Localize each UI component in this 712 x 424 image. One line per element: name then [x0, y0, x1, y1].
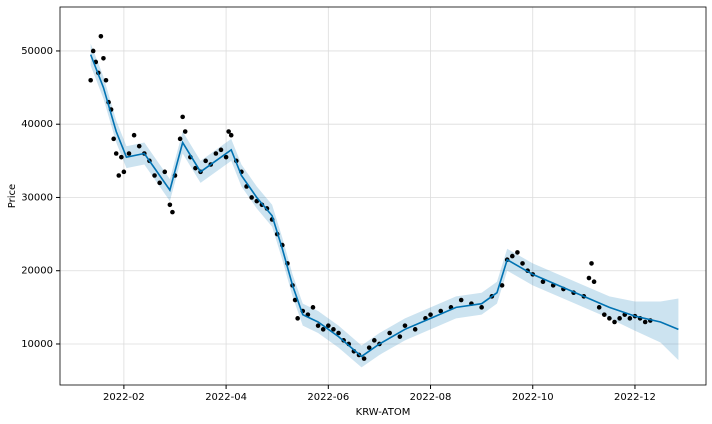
forecast-line [89, 54, 679, 358]
observed-point [612, 319, 617, 325]
y-tick-label: 50000 [21, 46, 53, 57]
x-tick-label: 2022-10 [512, 392, 554, 403]
observed-point [326, 323, 331, 328]
x-tick-label: 2022-12 [614, 392, 656, 403]
observed-point [113, 151, 119, 156]
observed-point [438, 308, 444, 314]
uncertainty-band [90, 43, 679, 368]
observed-point [315, 323, 321, 328]
observed-point [98, 34, 104, 39]
y-tick-label: 20000 [21, 266, 53, 277]
observed-point [372, 338, 377, 343]
observed-point [366, 345, 372, 350]
plot-frame [59, 6, 707, 386]
y-tick-label: 40000 [21, 119, 53, 130]
observed-point [126, 151, 132, 156]
observed-point [589, 261, 594, 266]
x-tick-label: 2022-08 [410, 392, 452, 403]
observed-point [361, 356, 367, 361]
observed-point [223, 154, 229, 160]
observed-point [131, 132, 137, 138]
observed-point [540, 279, 546, 285]
observed-point [387, 330, 392, 336]
x-tick-label: 2022-06 [307, 392, 349, 403]
observed-point [103, 77, 109, 83]
observed-point [249, 195, 254, 200]
observed-point [336, 330, 341, 336]
x-tick-label: 2022-04 [205, 392, 247, 403]
observed-point [170, 209, 175, 215]
observed-point [320, 327, 326, 332]
observed-point [101, 55, 106, 61]
x-axis-label: KRW-ATOM [356, 407, 411, 418]
observed-point [119, 154, 124, 160]
observed-point [331, 327, 336, 332]
observed-point [412, 327, 418, 332]
observed-point [479, 305, 484, 310]
observed-point [458, 297, 464, 303]
observed-point [213, 151, 219, 156]
observed-point [228, 132, 234, 138]
observed-point [510, 253, 515, 259]
observed-point [121, 169, 127, 175]
observed-point [162, 169, 168, 175]
observed-point [88, 77, 93, 83]
observed-point [182, 129, 188, 134]
observed-point [116, 173, 122, 178]
observed-point [520, 261, 525, 266]
observed-point [607, 316, 612, 321]
observed-point [226, 129, 231, 134]
observed-point [193, 165, 198, 171]
x-tick-label: 2022-02 [103, 392, 145, 403]
observed-point [218, 147, 224, 153]
observed-point [177, 136, 183, 142]
observed-point [515, 250, 520, 255]
y-axis-label: Price [7, 184, 18, 208]
observed-point [397, 334, 403, 339]
observed-point [596, 305, 602, 310]
observed-point [111, 136, 116, 142]
y-tick-label: 30000 [21, 192, 53, 203]
observed-point [203, 158, 208, 164]
observed-point [499, 283, 505, 288]
observed-point [157, 180, 162, 186]
observed-point [136, 143, 142, 149]
observed-point [402, 323, 408, 328]
observed-point [180, 114, 185, 120]
observed-point [90, 48, 96, 54]
observed-point [292, 297, 298, 303]
observed-point [591, 279, 597, 285]
observed-point [167, 202, 173, 208]
observed-point [152, 173, 157, 178]
y-tick-label: 10000 [21, 339, 53, 350]
observed-point [310, 305, 316, 310]
observed-point [428, 312, 433, 317]
observed-point [295, 316, 300, 321]
observed-point [586, 275, 592, 281]
observed-point [617, 316, 622, 321]
observed-point [642, 319, 648, 325]
observed-point [601, 312, 607, 317]
observed-point [627, 316, 633, 321]
